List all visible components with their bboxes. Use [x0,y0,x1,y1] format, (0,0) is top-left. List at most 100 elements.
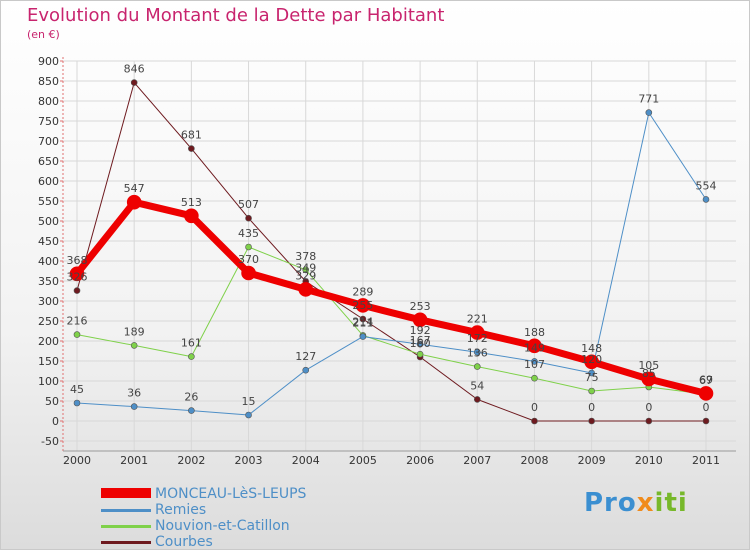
data-point [531,374,538,382]
data-label: 148 [581,342,602,355]
data-point [645,417,653,425]
data-point [473,396,481,403]
gridlines [63,60,736,451]
data-label: 172 [467,332,488,345]
legend-swatch-monceau [101,488,151,498]
data-label: 326 [67,271,88,284]
data-label: 554 [696,179,717,192]
data-point [702,196,710,203]
data-point [73,399,81,407]
data-point [416,350,424,358]
data-label: 167 [410,334,431,347]
data-label: 36 [127,387,141,400]
chart-title: Evolution du Montant de la Dette par Hab… [27,5,445,26]
data-point [584,354,599,370]
data-point [241,265,256,281]
data-point [73,331,81,338]
x-tick-label: 2001 [120,454,148,467]
x-tick-label: 2010 [635,454,663,467]
y-tick-label: 350 [38,275,59,288]
x-tick-label: 2008 [520,454,548,467]
chart-subtitle: (en €) [27,28,60,41]
data-point [416,340,424,348]
data-label: 368 [67,254,88,267]
x-tick-label: 2006 [406,454,434,467]
logo-part-1: Pro [584,488,637,518]
data-point [188,145,195,152]
data-point [531,358,538,365]
y-tick-label: 800 [38,95,59,108]
y-tick-label: 450 [38,235,59,248]
data-label: 160 [410,337,431,350]
data-label: 329 [295,269,316,282]
x-tick-label: 2007 [463,454,491,467]
data-label: 547 [124,182,145,195]
data-point [245,214,252,222]
data-point [702,417,710,425]
data-point [588,369,595,377]
y-tick-label: 650 [38,155,59,168]
data-point [130,342,138,349]
legend-label-courbes: Courbes [155,534,213,550]
data-label: 378 [295,250,316,263]
legend-label-remies: Remies [155,502,207,518]
data-label: 120 [581,353,602,366]
data-label: 105 [638,359,659,372]
data-label: 214 [352,315,373,328]
data-label: 45 [70,383,84,396]
data-point [245,243,252,251]
data-label: 211 [352,317,373,330]
y-tick-label: -50 [41,435,59,448]
x-tick-label: 2005 [349,454,377,467]
data-point [302,266,310,274]
data-point [245,411,252,419]
y-tick-label: 100 [38,375,59,388]
data-label: 0 [703,401,710,414]
data-point [469,325,485,340]
data-point [302,366,310,374]
data-label: 513 [181,196,202,209]
x-tick-labels: 2000 2001 2002 2003 2004 2005 2006 2007 2008 2009… [63,454,720,467]
data-label: 67 [699,374,713,387]
series-line-1 [76,246,707,395]
x-tick-label: 2004 [292,454,320,467]
data-label: 0 [531,401,538,414]
data-label: 681 [181,129,202,142]
data-point [588,417,595,425]
data-label: 15 [242,395,256,408]
data-point [130,79,138,86]
data-label: 54 [470,379,484,392]
logo-part-3: iti [654,488,688,518]
data-label: 189 [124,325,145,338]
data-label: 255 [352,299,373,312]
series-group [69,79,714,425]
data-label: 136 [467,347,488,360]
x-tick-label: 2003 [235,454,263,467]
data-point [355,298,371,313]
data-label: 26 [184,391,198,404]
data-point [641,371,657,387]
legend-label-monceau: MONCEAU-LèS-LEUPS [155,486,307,502]
data-label: 253 [410,300,431,313]
data-point [698,386,714,401]
legend-swatch-nouvion [101,525,151,528]
x-tick-label: 2002 [177,454,205,467]
data-label: 507 [238,198,259,211]
data-label: 192 [410,324,431,337]
data-point [298,282,314,297]
series-line-0 [76,82,706,422]
y-tick-label: 400 [38,255,59,268]
y-tick-label: 500 [38,215,59,228]
data-point [188,353,195,360]
x-tick-label: 2011 [692,454,720,467]
y-tick-label: 750 [38,115,59,128]
data-label: 107 [524,358,545,371]
y-tick-label: 850 [38,75,59,88]
series-line-2 [76,112,707,416]
x-tick-label: 2009 [578,454,606,467]
proxiti-logo: Proxiti [584,488,688,518]
data-label: 69 [699,373,713,386]
data-label: 289 [352,285,373,298]
y-tick-label: 700 [38,135,59,148]
x-tick-label: 2000 [63,454,91,467]
